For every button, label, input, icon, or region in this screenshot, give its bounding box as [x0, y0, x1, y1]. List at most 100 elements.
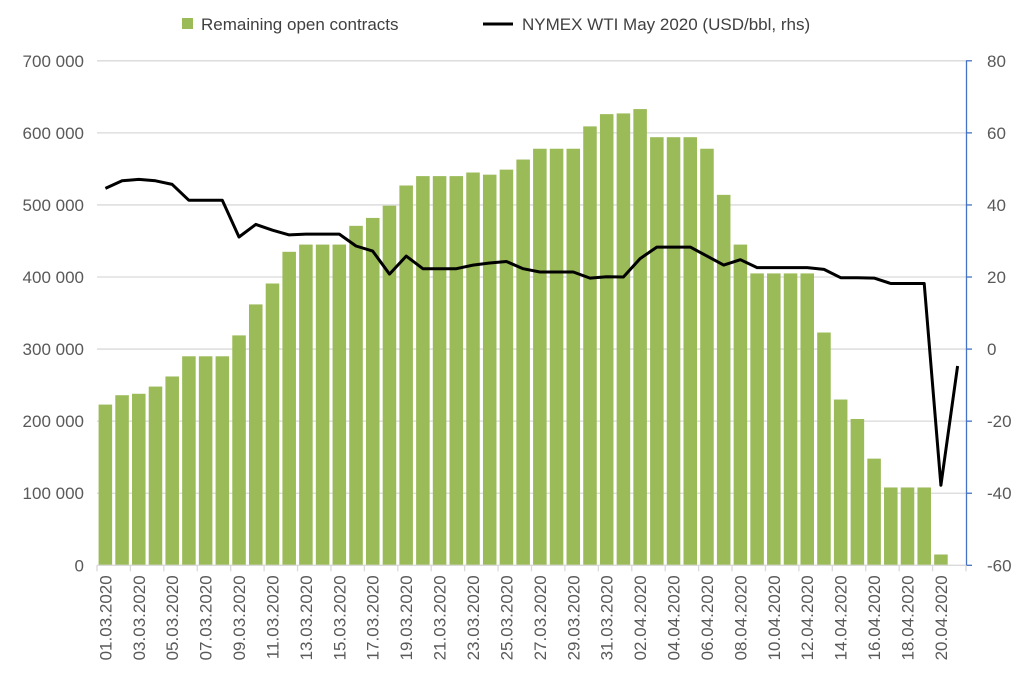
bar	[198, 356, 213, 566]
bar	[884, 487, 898, 566]
x-axis-tick-label: 25.03.2020	[497, 575, 516, 660]
bar	[700, 148, 714, 566]
x-axis-tick-label: 09.03.2020	[230, 575, 249, 660]
x-axis-tick-label: 27.03.2020	[531, 575, 550, 660]
x-axis-tick-label: 05.03.2020	[163, 575, 182, 660]
x-axis-tick-label: 17.03.2020	[364, 575, 383, 660]
right-axis-tick-label: -60	[987, 556, 1012, 575]
left-axis-tick-label: 100 000	[23, 484, 84, 503]
right-axis-tick-label: 20	[987, 268, 1006, 287]
bar	[583, 126, 597, 566]
right-axis-tick-label: 0	[987, 340, 996, 359]
bar	[416, 176, 430, 566]
legend-swatch-bars	[182, 18, 193, 29]
bar	[165, 376, 179, 566]
bar	[867, 458, 881, 566]
x-axis-tick-label: 21.03.2020	[431, 575, 450, 660]
x-axis-tick-label: 14.04.2020	[832, 575, 851, 660]
x-axis-tick-label: 01.03.2020	[96, 575, 115, 660]
bar	[265, 283, 280, 566]
bar	[716, 194, 731, 566]
bar	[683, 137, 698, 566]
bar	[115, 395, 129, 566]
right-axis-tick-label: 40	[987, 196, 1006, 215]
bar	[132, 393, 146, 566]
bar	[282, 251, 296, 566]
bar	[499, 169, 514, 566]
bar	[182, 356, 196, 566]
left-axis-tick-label: 400 000	[23, 268, 84, 287]
bar	[783, 273, 798, 566]
x-axis-tick-label: 15.03.2020	[330, 575, 349, 660]
bar	[482, 174, 497, 566]
bar	[917, 487, 931, 566]
x-axis-tick-label: 07.03.2020	[197, 575, 216, 660]
left-axis-tick-label: 200 000	[23, 412, 84, 431]
x-axis-tick-label: 31.03.2020	[598, 575, 617, 660]
x-axis-tick-label: 20.04.2020	[932, 575, 951, 660]
bar	[850, 418, 865, 566]
right-axis-tick-label: -40	[987, 484, 1012, 503]
bar	[248, 304, 263, 566]
bar	[750, 273, 764, 566]
bar	[533, 148, 547, 566]
bar	[650, 137, 664, 566]
bar	[299, 244, 313, 566]
bar	[767, 273, 781, 566]
bar	[332, 244, 347, 566]
x-axis-tick-label: 03.03.2020	[130, 575, 149, 660]
bar	[466, 172, 480, 566]
wti-price-line	[104, 177, 960, 487]
axes: 0 100 000 200 000 300 000 400 000 500 000 600 …	[23, 52, 1012, 661]
right-axis-tick-label: 60	[987, 124, 1006, 143]
bar	[215, 356, 230, 566]
bar	[349, 225, 363, 566]
bar	[549, 148, 564, 566]
x-axis-tick-label: 04.04.2020	[665, 575, 684, 660]
right-axis-tick-label: -20	[987, 412, 1012, 431]
x-axis-tick-label: 19.03.2020	[397, 575, 416, 660]
bar	[817, 332, 831, 566]
bar	[365, 217, 380, 566]
bar	[382, 205, 397, 566]
legend-label-bars: Remaining open contracts	[201, 15, 399, 34]
left-axis-tick-label: 700 000	[23, 52, 84, 71]
bar	[733, 244, 748, 566]
x-axis-tick-label: 12.04.2020	[798, 575, 817, 660]
left-axis-tick-label: 0	[75, 556, 84, 575]
bar	[599, 114, 614, 566]
x-axis-tick-label: 23.03.2020	[464, 575, 483, 660]
bar	[666, 137, 681, 566]
bar	[449, 176, 464, 566]
bar	[934, 554, 948, 566]
bar	[516, 159, 530, 566]
x-axis-tick-label: 16.04.2020	[865, 575, 884, 660]
bar	[833, 399, 848, 566]
legend-label-line: NYMEX WTI May 2020 (USD/bbl, rhs)	[522, 15, 810, 34]
left-axis-tick-label: 300 000	[23, 340, 84, 359]
left-axis-tick-label: 600 000	[23, 124, 84, 143]
bar	[616, 113, 631, 566]
bar	[399, 185, 413, 566]
x-axis-tick-label: 18.04.2020	[899, 575, 918, 660]
x-axis-tick-label: 29.03.2020	[564, 575, 583, 660]
legend: Remaining open contracts NYMEX WTI May 2…	[182, 15, 810, 34]
bar	[800, 273, 815, 566]
bar-series	[98, 109, 948, 566]
line-series	[104, 177, 960, 487]
x-axis-tick-label: 10.04.2020	[765, 575, 784, 660]
bar	[148, 386, 163, 566]
x-axis-tick-label: 13.03.2020	[297, 575, 316, 660]
x-axis-tick-label: 11.03.2020	[263, 575, 282, 659]
x-axis-tick-label: 02.04.2020	[631, 575, 650, 660]
bar	[432, 176, 447, 566]
right-axis-tick-label: 80	[987, 52, 1006, 71]
bar	[315, 244, 330, 566]
x-axis-tick-label: 08.04.2020	[731, 575, 750, 660]
left-axis-tick-label: 500 000	[23, 196, 84, 215]
bar	[633, 109, 647, 566]
bar	[566, 148, 581, 566]
bar	[900, 487, 915, 566]
bar	[232, 335, 246, 566]
